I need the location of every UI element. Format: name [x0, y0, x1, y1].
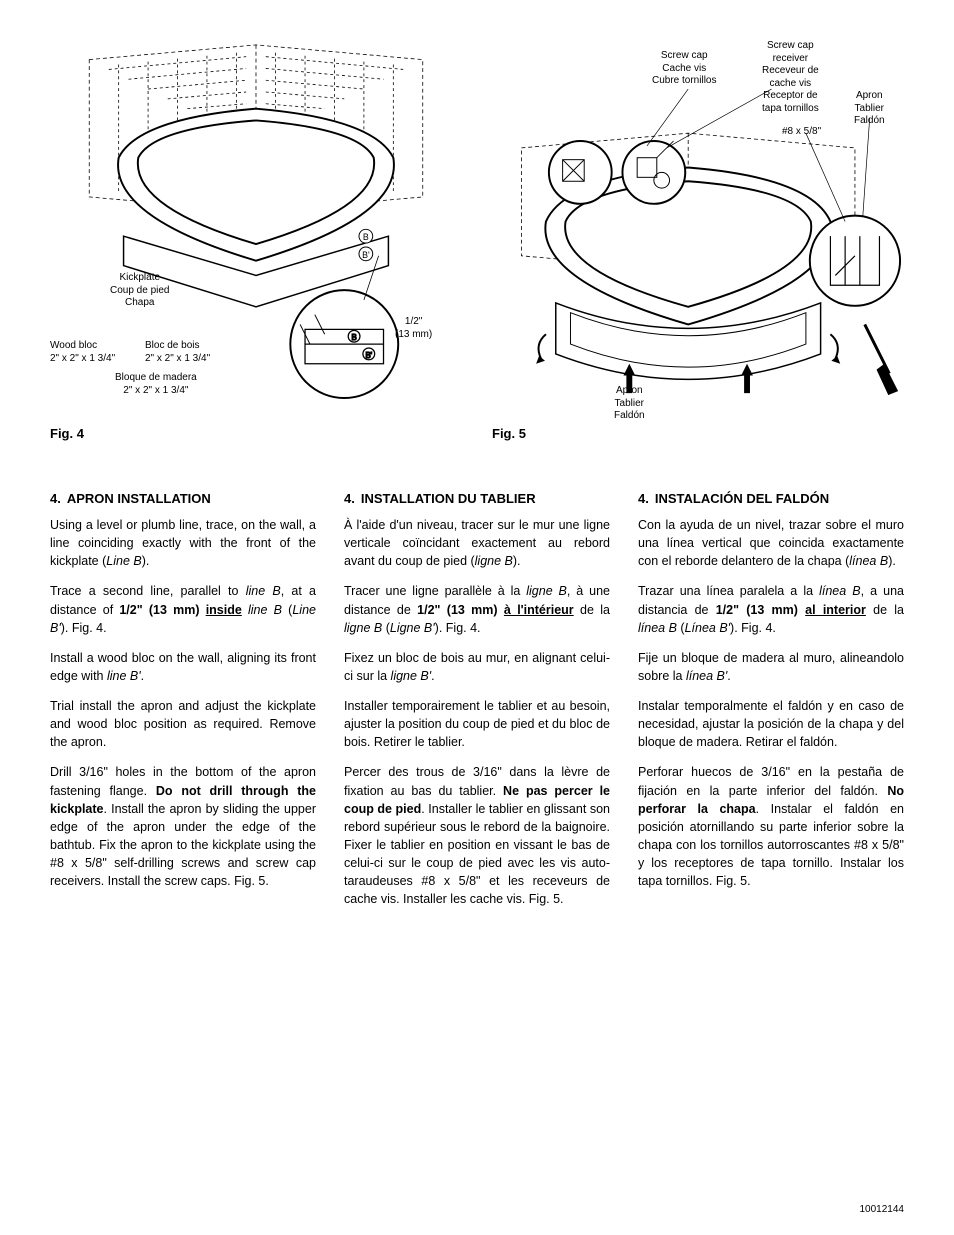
- tub-apron-diagram-icon: [492, 40, 904, 413]
- woodbloc-es-label: Bloque de madera 2" x 2" x 1 3/4": [115, 372, 197, 397]
- fr-p1: À l'aide d'un niveau, tracer sur le mur …: [344, 516, 610, 570]
- fr-title: INSTALLATION DU TABLIER: [361, 491, 536, 506]
- fr-heading: 4. INSTALLATION DU TABLIER: [344, 491, 610, 506]
- english-column: 4. APRON INSTALLATION Using a level or p…: [50, 491, 316, 920]
- es-p4: Instalar temporalmente el faldón y en ca…: [638, 697, 904, 751]
- en-num: 4.: [50, 491, 61, 506]
- apron-top-label: Apron Tablier Faldón: [854, 90, 885, 128]
- en-heading: 4. APRON INSTALLATION: [50, 491, 316, 506]
- fr-p5: Percer des trous de 3/16" dans la lèvre …: [344, 763, 610, 908]
- svg-text:B: B: [363, 232, 369, 242]
- footer-code: 10012144: [860, 1204, 905, 1215]
- spanish-column: 4. INSTALACIÓN DEL FALDÓN Con la ayuda d…: [638, 491, 904, 920]
- text-columns: 4. APRON INSTALLATION Using a level or p…: [50, 491, 904, 920]
- es-title: INSTALACIÓN DEL FALDÓN: [655, 491, 829, 506]
- es-heading: 4. INSTALACIÓN DEL FALDÓN: [638, 491, 904, 506]
- en-p3: Install a wood bloc on the wall, alignin…: [50, 649, 316, 685]
- svg-text:B': B': [365, 351, 372, 360]
- fr-p2: Tracer une ligne parallèle à la ligne B,…: [344, 582, 610, 636]
- es-p3: Fije un bloque de madera al muro, alinea…: [638, 649, 904, 685]
- woodbloc-en-label: Wood bloc 2" x 2" x 1 3/4": [50, 340, 115, 365]
- figure-4-caption: Fig. 4: [50, 426, 462, 441]
- fr-num: 4.: [344, 491, 355, 506]
- figure-5-block: Screw cap Cache vis Cubre tornillos Scre…: [492, 40, 904, 441]
- woodbloc-fr-label: Bloc de bois 2" x 2" x 1 3/4": [145, 340, 210, 365]
- kickplate-label: Kickplate Coup de pied Chapa: [110, 272, 170, 310]
- es-p2: Trazar una línea paralela a la línea B, …: [638, 582, 904, 636]
- figure-4-block: B B' B B' Kickplate Coup de pied Chapa W…: [50, 40, 462, 441]
- en-p1: Using a level or plumb line, trace, on t…: [50, 516, 316, 570]
- half-inch-label: 1/2" (13 mm): [395, 316, 432, 341]
- en-p2: Trace a second line, parallel to line B,…: [50, 582, 316, 636]
- svg-text:B': B': [362, 250, 370, 260]
- es-num: 4.: [638, 491, 649, 506]
- screw-cap-receiver-label: Screw cap receiver Receveur de cache vis…: [762, 40, 819, 115]
- en-p4: Trial install the apron and adjust the k…: [50, 697, 316, 751]
- figures-row: B B' B B' Kickplate Coup de pied Chapa W…: [50, 40, 904, 441]
- en-title: APRON INSTALLATION: [67, 491, 211, 506]
- screw-size-label: #8 x 5/8": [782, 126, 821, 139]
- svg-text:B: B: [351, 333, 356, 342]
- fr-p4: Installer temporairement le tablier et a…: [344, 697, 610, 751]
- figure-5-diagram: Screw cap Cache vis Cubre tornillos Scre…: [492, 40, 904, 420]
- figure-5-caption: Fig. 5: [492, 426, 904, 441]
- french-column: 4. INSTALLATION DU TABLIER À l'aide d'un…: [344, 491, 610, 920]
- en-p5: Drill 3/16" holes in the bottom of the a…: [50, 763, 316, 890]
- es-p5: Perforar huecos de 3/16" en la pestaña d…: [638, 763, 904, 890]
- fr-p3: Fixez un bloc de bois au mur, en alignan…: [344, 649, 610, 685]
- es-p1: Con la ayuda de un nivel, trazar sobre e…: [638, 516, 904, 570]
- screw-cap-label: Screw cap Cache vis Cubre tornillos: [652, 50, 716, 88]
- figure-4-diagram: B B' B B' Kickplate Coup de pied Chapa W…: [50, 40, 462, 420]
- apron-bottom-label: Apron Tablier Faldón: [614, 385, 645, 423]
